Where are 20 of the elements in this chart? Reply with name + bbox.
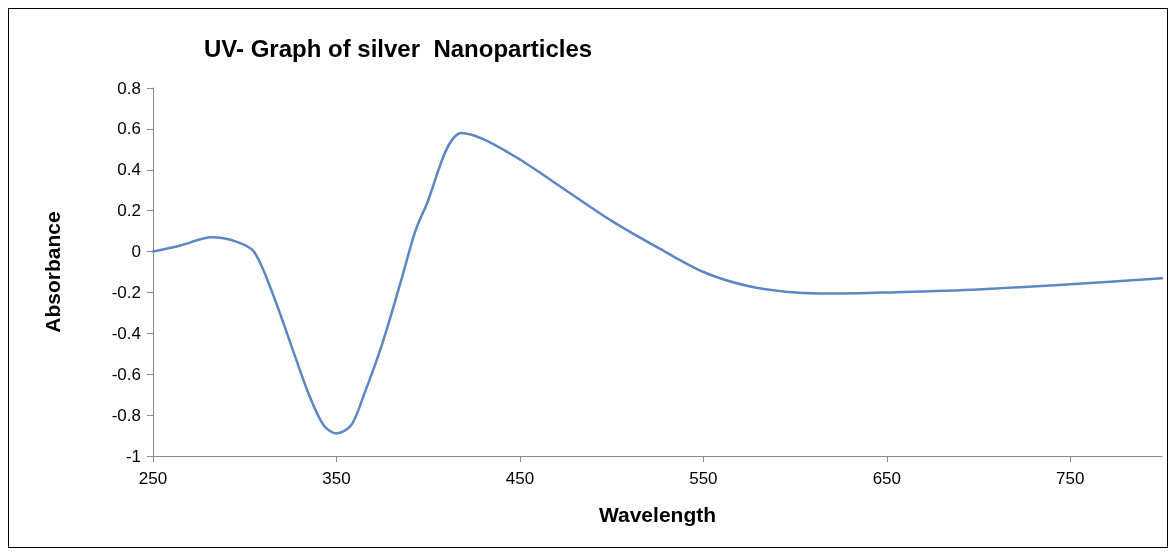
y-tick-label: -0.4 [111, 323, 141, 343]
y-axis-title: Absorbance [41, 211, 64, 333]
y-tick-label: 0.8 [117, 78, 141, 98]
x-tick-label: 350 [322, 469, 351, 488]
x-tick-label: 650 [872, 469, 902, 488]
chart-title: UV- Graph of silver Nanoparticles [204, 34, 593, 62]
x-tick-label: 250 [138, 469, 168, 488]
x-tick-label: 450 [505, 469, 535, 488]
x-tick-label: 750 [1056, 469, 1085, 488]
line-series [151, 131, 1164, 435]
y-tick-label: -1 [125, 446, 141, 466]
y-tick-label: 0 [131, 242, 141, 262]
y-tick-label: -0.6 [111, 364, 141, 384]
x-tick-label: 550 [689, 469, 718, 488]
x-axis-title: Wavelength [598, 503, 717, 526]
y-tick-label: -0.8 [111, 405, 141, 425]
y-tick-label: 0.4 [117, 160, 141, 180]
y-tick-label: 0.6 [117, 119, 141, 139]
y-tick-label: 0.2 [117, 201, 141, 221]
y-tick-label: -0.2 [111, 282, 141, 302]
